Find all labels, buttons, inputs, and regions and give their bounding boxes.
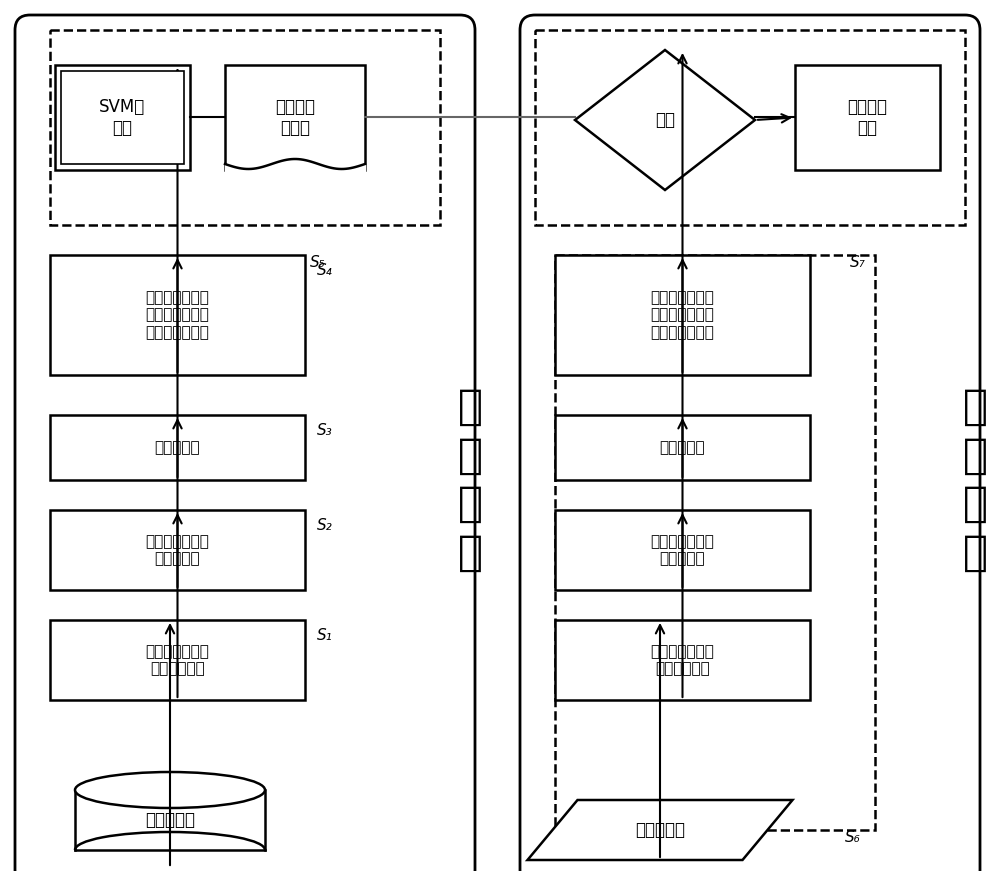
Text: 使用多个差分模
板进行滤波: 使用多个差分模 板进行滤波 [146,534,209,566]
Text: 训练视频库: 训练视频库 [145,811,195,829]
Bar [50,30,440,225]
Text: 分类器模
型文件: 分类器模 型文件 [275,98,315,137]
Text: SVM分
类器: SVM分 类器 [99,98,146,137]
Text: S₆: S₆ [845,830,861,845]
Bar [555,510,810,590]
Bar [50,620,305,700]
Polygon shape [528,800,792,860]
Bar [555,415,810,480]
Bar [555,255,810,375]
FancyBboxPatch shape [15,15,475,871]
Text: 训
练
过
程: 训 练 过 程 [458,386,482,574]
Text: 计算任意差分图
像组合的联合概
率作为特征向量: 计算任意差分图 像组合的联合概 率作为特征向量 [146,290,209,340]
Text: 判别: 判别 [655,111,675,129]
Text: 解压提取图像分
段和切片图像: 解压提取图像分 段和切片图像 [146,644,209,676]
Bar [555,620,810,700]
Bar [795,65,940,170]
Text: 分
类
过
程: 分 类 过 程 [962,386,988,574]
Text: S₂: S₂ [317,518,333,533]
Text: 阈值化处理: 阈值化处理 [155,440,200,455]
Text: 待检测视频: 待检测视频 [635,821,685,839]
Bar [55,65,190,170]
FancyBboxPatch shape [520,15,980,871]
Text: 计算任意差分图
像组合的联合概
率作为特征向量: 计算任意差分图 像组合的联合概 率作为特征向量 [651,290,714,340]
Bar [50,415,305,480]
Polygon shape [575,50,755,190]
Text: 解压提取图像分
段和切片图像: 解压提取图像分 段和切片图像 [651,644,714,676]
Ellipse shape [75,772,265,808]
Bar [225,65,365,170]
Bar [50,255,305,375]
Text: 阈值化处理: 阈值化处理 [660,440,705,455]
Text: 使用多个差分模
板进行滤波: 使用多个差分模 板进行滤波 [651,534,714,566]
Bar [535,30,965,225]
Text: S₁: S₁ [317,628,333,643]
Text: 检测结果
融合: 检测结果 融合 [848,98,888,137]
Text: S₃: S₃ [317,423,333,438]
Text: S₅: S₅ [310,255,326,270]
Text: S₄: S₄ [317,263,333,278]
Text: S₇: S₇ [850,255,866,270]
Bar [50,510,305,590]
Bar [61,71,184,164]
Bar [555,255,875,830]
